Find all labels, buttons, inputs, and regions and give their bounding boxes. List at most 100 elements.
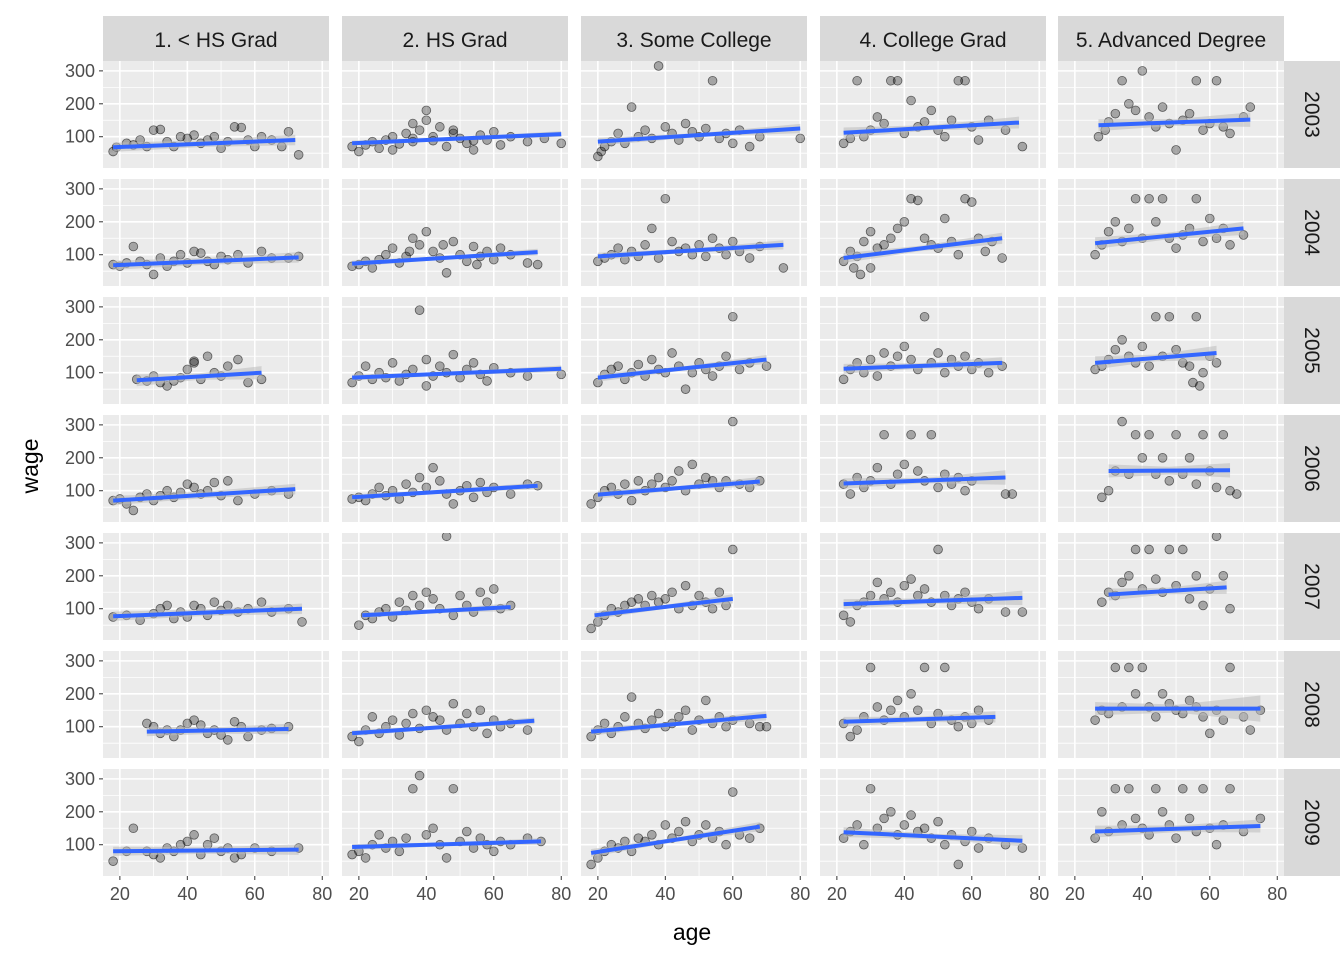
panel-background [581, 533, 807, 640]
fit-line [351, 718, 535, 736]
data-point [1097, 597, 1107, 607]
data-point [441, 141, 452, 152]
data-point [1171, 429, 1181, 440]
data-point [926, 105, 937, 116]
facet-panel [581, 297, 807, 404]
y-tick-label: 300 [65, 769, 95, 789]
data-point [660, 122, 671, 132]
data-point [660, 594, 671, 604]
data-point [865, 662, 876, 673]
data-point [428, 462, 438, 473]
data-point [647, 479, 657, 489]
x-tick-label: 60 [723, 884, 743, 904]
data-point [148, 269, 159, 280]
data-point [1157, 193, 1168, 204]
fit-line [1095, 823, 1261, 834]
data-point [1211, 482, 1222, 493]
x-tick-label: 20 [110, 884, 130, 904]
data-point [387, 243, 398, 253]
facet-panel [581, 651, 807, 758]
data-point [1204, 728, 1215, 739]
facet-panel [342, 297, 568, 404]
data-point [886, 75, 896, 86]
data-point [1198, 125, 1208, 135]
fit-line [352, 132, 562, 146]
data-point [448, 125, 459, 135]
data-point [872, 702, 883, 712]
data-point [1211, 839, 1222, 850]
data-point [879, 813, 889, 824]
data-point [414, 600, 425, 611]
data-point [859, 236, 869, 247]
fit-line [597, 357, 767, 380]
data-point [209, 833, 220, 843]
data-point [613, 128, 623, 139]
facet-panel [581, 769, 807, 876]
data-point [401, 128, 411, 139]
y-tick-label: 100 [65, 127, 95, 147]
facet-panel [581, 61, 807, 168]
x-tick-label: 20 [349, 884, 369, 904]
data-point [940, 839, 950, 850]
x-tick-label: 40 [655, 884, 675, 904]
data-point [223, 476, 233, 486]
data-point [488, 584, 499, 594]
facet-panel [820, 415, 1046, 522]
data-point [128, 505, 139, 516]
data-point [653, 472, 664, 483]
data-point [229, 122, 240, 132]
data-point [586, 499, 596, 509]
data-point [933, 544, 943, 555]
data-point [408, 783, 418, 794]
data-point [727, 311, 738, 322]
data-point [879, 348, 889, 358]
data-point [997, 253, 1007, 263]
data-point [744, 141, 755, 152]
data-point [1097, 492, 1107, 503]
data-point [475, 705, 486, 716]
data-point [1090, 249, 1100, 260]
panel-grid [342, 415, 568, 522]
data-point [414, 125, 425, 135]
data-point [182, 836, 193, 847]
data-point [926, 429, 937, 440]
data-point [953, 249, 964, 260]
data-point [680, 580, 691, 591]
data-point [556, 138, 567, 149]
y-tick-label: 100 [65, 245, 95, 265]
panel-background [1058, 533, 1284, 640]
data-point [626, 495, 637, 506]
data-point [448, 236, 459, 247]
y-tick-label: 200 [65, 684, 95, 704]
panel-background [342, 769, 568, 876]
panel-background [820, 179, 1046, 286]
y-tick-label: 100 [65, 717, 95, 737]
data-point [196, 248, 206, 258]
facet-panel [342, 415, 568, 522]
data-point [189, 715, 199, 725]
data-point [408, 364, 418, 375]
data-point [421, 226, 432, 237]
data-point [707, 233, 718, 244]
fit-line [351, 250, 538, 266]
data-point [1225, 240, 1235, 250]
data-point [223, 735, 233, 745]
data-point [906, 354, 916, 365]
data-point [421, 115, 432, 126]
data-point [940, 131, 950, 142]
data-point [189, 830, 199, 840]
data-point [408, 708, 418, 719]
x-axis-title: age [673, 919, 711, 945]
data-point [1164, 544, 1175, 555]
facet-panel [342, 533, 568, 640]
data-point [354, 146, 364, 157]
data-point [441, 268, 452, 278]
x-tick-label: 60 [962, 884, 982, 904]
fit-line [1108, 468, 1231, 473]
data-point [872, 112, 883, 122]
data-point [381, 249, 391, 260]
data-point [1000, 489, 1011, 499]
x-tick-label: 60 [1200, 884, 1220, 904]
facet-panel [103, 533, 329, 640]
data-point [1245, 102, 1256, 112]
